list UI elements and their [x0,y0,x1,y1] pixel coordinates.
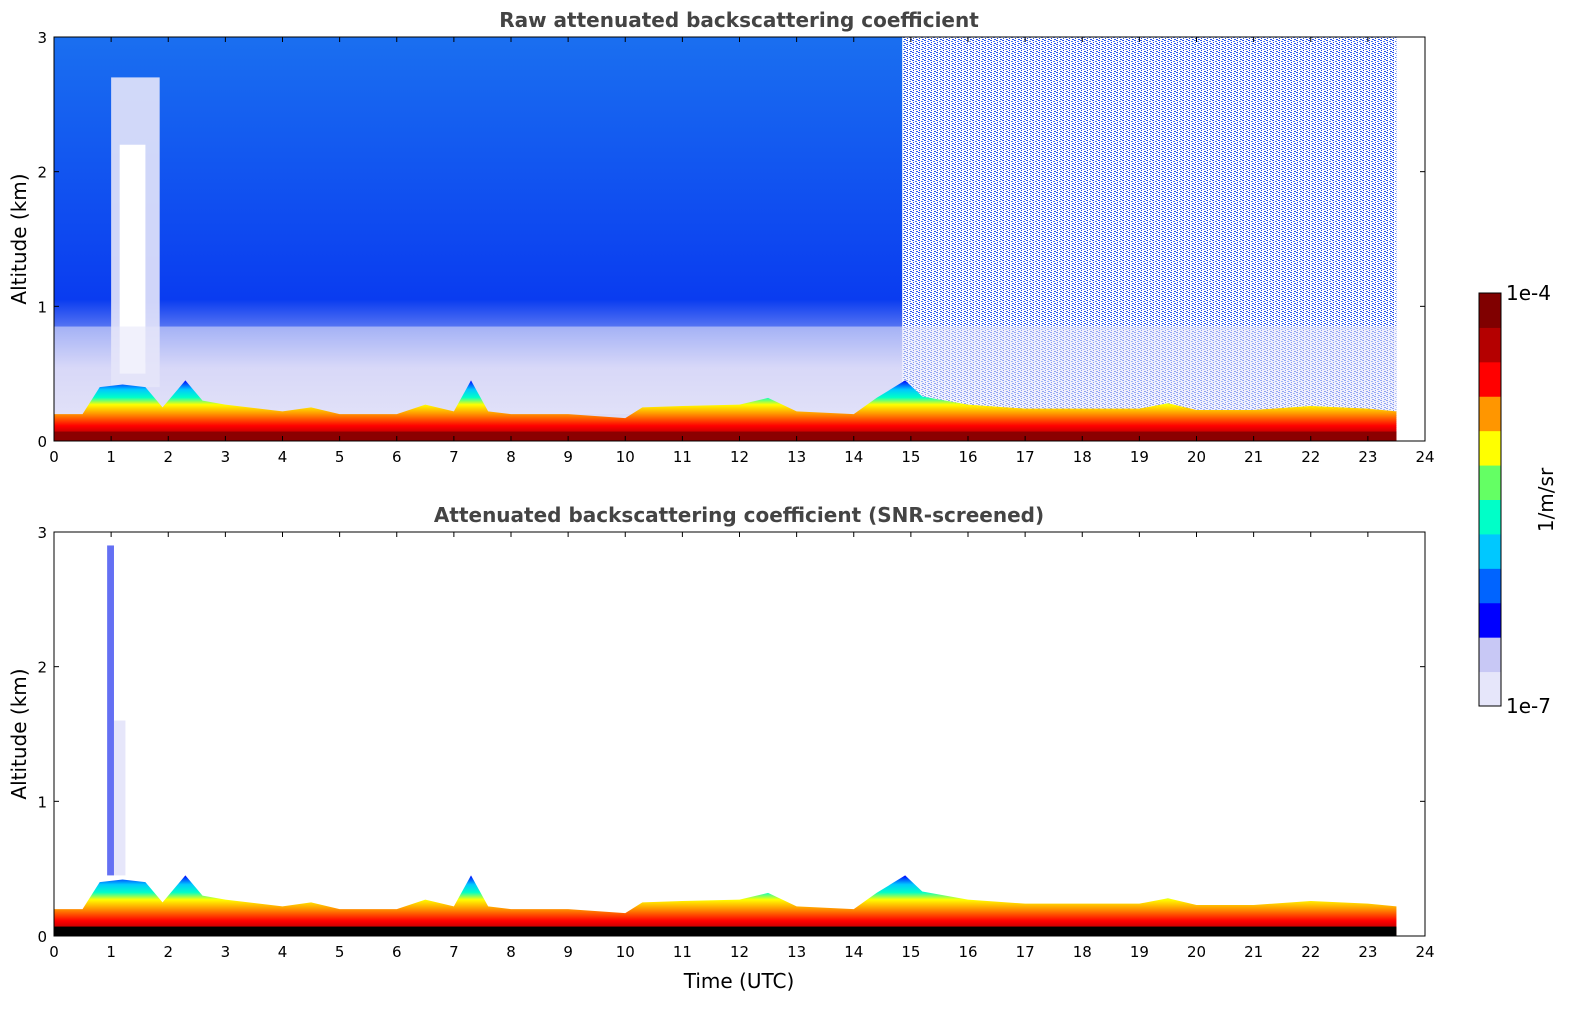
x-tick-label: 8 [506,943,516,961]
x-tick-label: 2 [163,448,173,466]
x-tick-label: 24 [1415,448,1434,466]
screened-cloud-halo [113,720,126,876]
x-tick-label: 14 [844,448,863,466]
y-tick-label: 2 [37,164,47,182]
x-tick-label: 13 [787,943,806,961]
screened-panel-title: Attenuated backscattering coefficient (S… [434,503,1044,527]
colorbar-band [1479,430,1501,466]
x-tick-label: 8 [506,448,516,466]
x-tick-label: 17 [1016,448,1035,466]
x-tick-label: 22 [1301,448,1320,466]
x-tick-label: 2 [163,943,173,961]
y-tick-label: 2 [37,659,47,677]
x-tick-label: 23 [1358,943,1377,961]
screened-y-axis-label: Altitude (km) [7,668,31,799]
x-tick-label: 11 [673,943,692,961]
x-tick-label: 20 [1187,943,1206,961]
x-tick-label: 18 [1073,448,1092,466]
colorbar-band [1479,602,1501,638]
x-tick-label: 5 [335,448,345,466]
y-tick-label: 1 [37,793,47,811]
colorbar-unit-label: 1/m/sr [1534,467,1558,532]
x-tick-label: 19 [1130,943,1149,961]
x-tick-label: 6 [392,448,402,466]
y-tick-label: 3 [37,29,47,47]
x-tick-label: 21 [1244,448,1263,466]
x-tick-label: 19 [1130,448,1149,466]
x-tick-label: 7 [449,448,459,466]
raw-x-axis: 0 1 2 3 4 5 6 7 8 9 10 11 12 13 14 15 16 17 18 19 20 21 22 23 24 [49,37,1435,466]
screened-cloud-streak [107,545,114,876]
x-tick-label: 7 [449,943,459,961]
raw-boundary-layer [54,380,1397,441]
colorbar-band [1479,533,1501,569]
x-tick-label: 23 [1358,448,1377,466]
y-tick-label: 1 [37,298,47,316]
x-tick-label: 18 [1073,943,1092,961]
raw-low-level-band [54,326,1397,415]
x-tick-label: 22 [1301,943,1320,961]
x-tick-label: 3 [221,448,231,466]
screened-y-axis: 0 1 2 3 [37,524,1425,946]
x-tick-label: 0 [49,943,59,961]
x-tick-label: 9 [563,943,573,961]
raw-y-axis-label: Altitude (km) [7,173,31,304]
colorbar-frame [1478,292,1502,707]
x-tick-label: 20 [1187,448,1206,466]
raw-heatmap-image [54,37,1397,441]
x-tick-label: 12 [730,448,749,466]
x-tick-label: 4 [278,943,288,961]
x-tick-label: 9 [563,448,573,466]
screened-surface-layer [54,926,1397,936]
colorbar-gradient [1479,293,1501,707]
colorbar-band [1479,293,1501,328]
colorbar: 1e-4 1e-7 1/m/sr [1478,281,1558,718]
x-tick-label: 6 [392,943,402,961]
x-tick-label: 3 [221,943,231,961]
raw-backscatter-panel: Raw attenuated backscattering coefficien… [7,8,1435,466]
x-tick-label: 0 [49,448,59,466]
x-tick-label: 1 [106,448,116,466]
screened-heatmap-image [54,545,1397,936]
x-tick-label: 10 [616,943,635,961]
y-tick-label: 3 [37,524,47,542]
colorbar-band [1479,396,1501,432]
x-tick-label: 14 [844,943,863,961]
x-tick-label: 21 [1244,943,1263,961]
y-tick-label: 0 [37,928,47,946]
y-tick-label: 0 [37,433,47,451]
screened-plot-frame [53,531,1426,937]
x-tick-label: 17 [1016,943,1035,961]
x-tick-label: 11 [673,448,692,466]
screened-backscatter-panel: Attenuated backscattering coefficient (S… [7,503,1435,993]
x-tick-label: 16 [958,943,977,961]
colorbar-band [1479,327,1501,363]
colorbar-band [1479,568,1501,604]
colorbar-min-label: 1e-7 [1506,694,1551,718]
raw-panel-title: Raw attenuated backscattering coefficien… [499,8,979,32]
x-tick-label: 13 [787,448,806,466]
raw-surface-layer [54,431,1397,441]
x-tick-label: 16 [958,448,977,466]
x-tick-label: 10 [616,448,635,466]
colorbar-band [1479,671,1501,707]
x-axis-label: Time (UTC) [683,969,795,993]
x-tick-label: 15 [901,448,920,466]
colorbar-band [1479,465,1501,500]
colorbar-band [1479,361,1501,397]
colorbar-max-label: 1e-4 [1506,281,1551,305]
x-tick-label: 1 [106,943,116,961]
x-tick-label: 12 [730,943,749,961]
x-tick-label: 4 [278,448,288,466]
screened-boundary-layer [54,875,1397,936]
x-tick-label: 15 [901,943,920,961]
screened-x-axis: 0 1 2 3 4 5 6 7 8 9 10 11 12 13 14 15 16 17 18 19 20 21 22 23 24 [49,532,1435,961]
colorbar-band [1479,637,1501,673]
x-tick-label: 5 [335,943,345,961]
colorbar-band [1479,499,1501,535]
raw-y-axis: 0 1 2 3 [37,29,1425,451]
x-tick-label: 24 [1415,943,1434,961]
